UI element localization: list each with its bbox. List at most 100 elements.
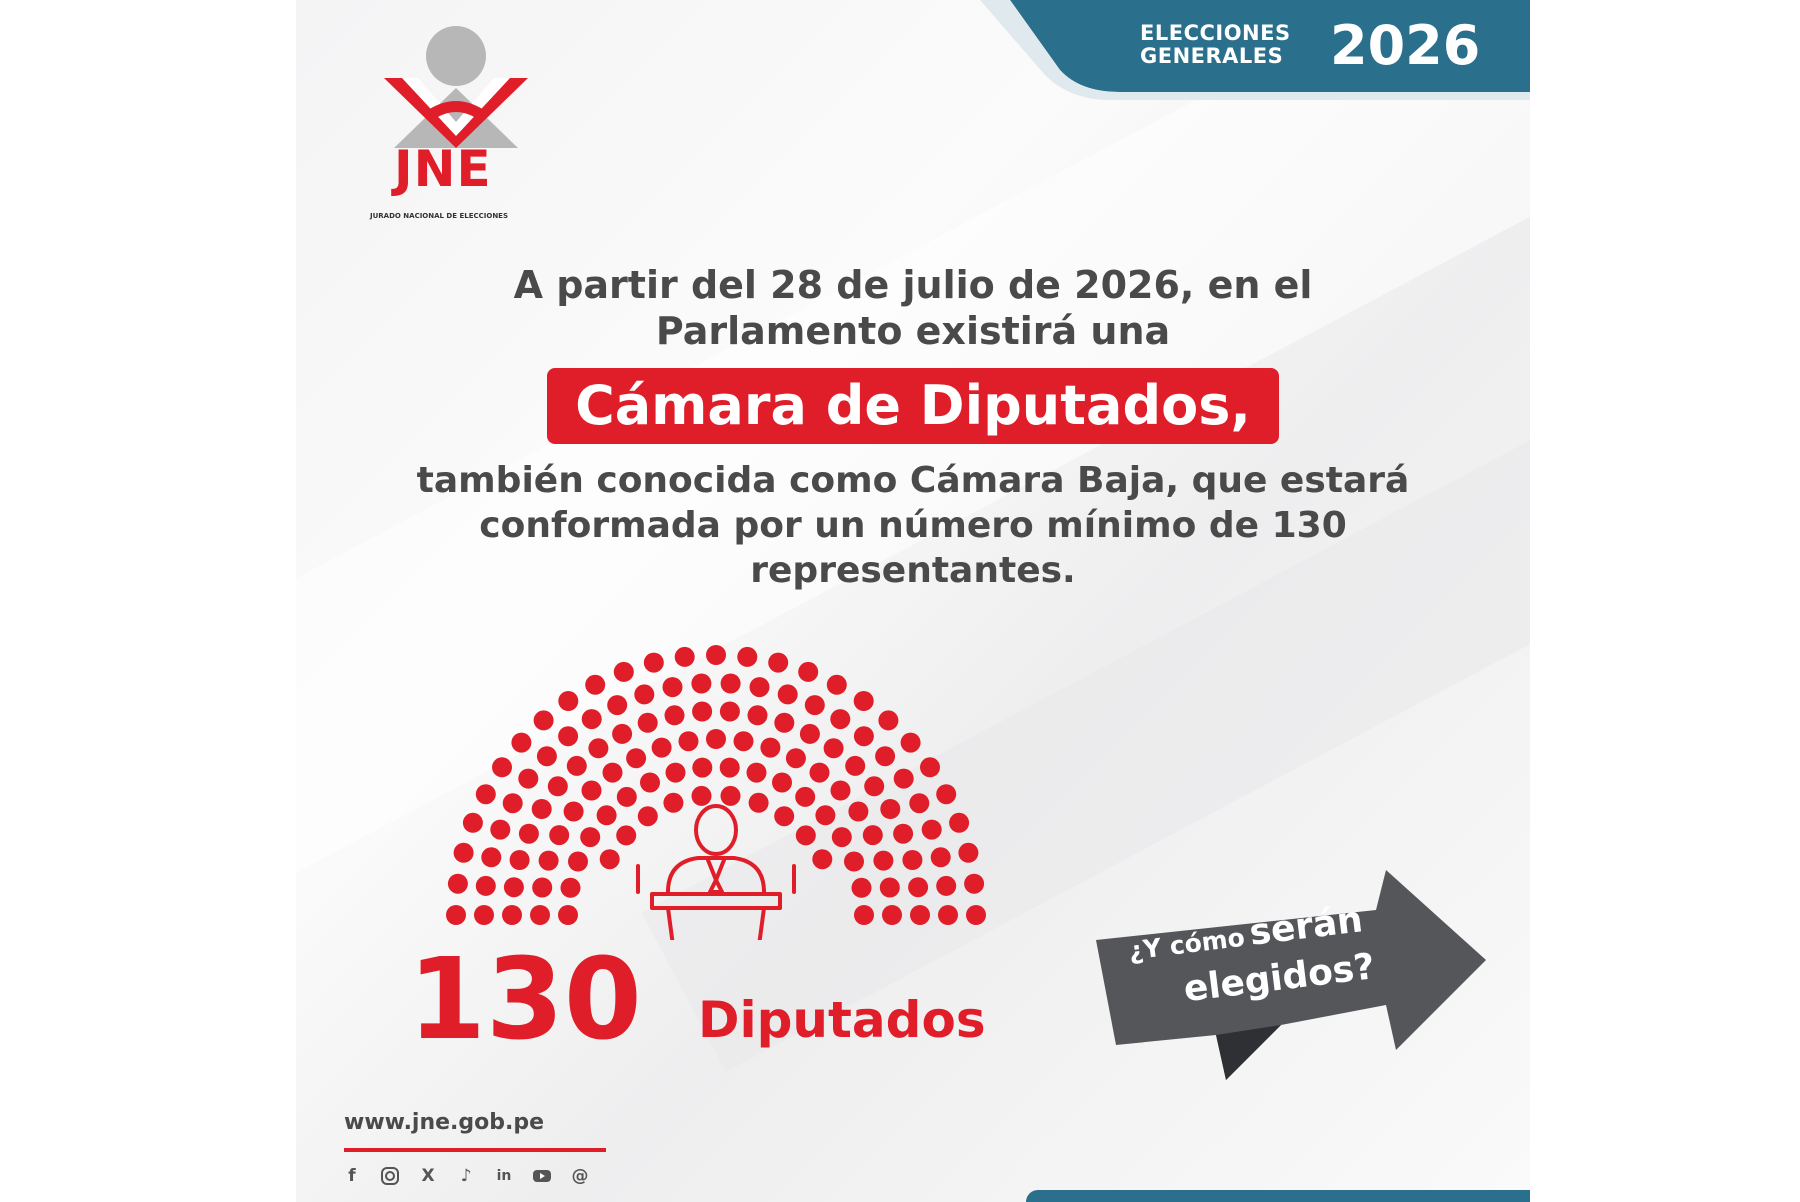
seat-dot — [492, 757, 512, 778]
seat-dot — [706, 645, 726, 665]
seat-dot — [785, 748, 806, 769]
seat-dot — [910, 905, 930, 925]
seat-dot — [453, 842, 474, 863]
seat-dot — [475, 875, 496, 896]
seat-dot — [878, 710, 899, 731]
seat-dot — [879, 877, 900, 898]
seat-dot — [613, 661, 634, 682]
x-icon[interactable]: X — [421, 1166, 435, 1186]
seat-dot — [831, 827, 852, 848]
seat-dot — [662, 677, 683, 698]
seat-dot — [503, 877, 524, 898]
seat-dot — [568, 851, 588, 872]
seat-dot — [626, 748, 647, 769]
social-icons: f X ♪ in @ — [340, 1163, 592, 1189]
next-arrow-button[interactable] — [1086, 870, 1486, 1080]
seat-dot — [880, 799, 901, 819]
highlight-title: Cámara de Diputados, — [547, 368, 1279, 444]
seat-dot — [774, 712, 795, 733]
intro-text: A partir del 28 de julio de 2026, en el … — [296, 262, 1530, 354]
seat-dots — [446, 645, 986, 925]
seat-dot — [848, 801, 869, 822]
podium-speaker-icon — [636, 804, 796, 940]
seat-dot — [651, 737, 672, 758]
seat-dot — [549, 825, 570, 846]
tiktok-icon[interactable]: ♪ — [460, 1166, 472, 1186]
seat-dot — [851, 877, 872, 898]
seat-dot — [447, 873, 468, 894]
seat-dot — [566, 755, 587, 776]
seat-dot — [558, 726, 579, 747]
seat-dot — [692, 757, 713, 778]
seat-dot — [844, 851, 864, 872]
seat-dot — [795, 825, 816, 846]
seat-dot — [596, 805, 617, 826]
seat-dot — [826, 674, 847, 695]
seat-dot — [502, 905, 522, 925]
hemicycle-seats-graphic — [446, 645, 986, 940]
seat-dot — [602, 762, 623, 783]
seat-dot — [536, 746, 557, 767]
cta-part-1: ¿Y cómo — [1127, 922, 1247, 966]
bottom-accent-bar — [1026, 1190, 1530, 1202]
seat-dot — [643, 652, 664, 673]
seat-dot — [563, 801, 584, 822]
threads-icon[interactable]: @ — [571, 1166, 589, 1186]
seat-dot — [585, 674, 606, 695]
seat-dot — [795, 786, 816, 807]
seat-dot — [663, 792, 684, 813]
seat-dot — [920, 757, 940, 778]
seat-dot — [862, 825, 883, 846]
highlight-wrap: Cámara de Diputados, — [296, 368, 1530, 444]
banner-line-2: GENERALES — [1140, 44, 1284, 68]
seat-dot — [678, 731, 699, 752]
seat-dot — [964, 873, 985, 894]
facebook-icon[interactable]: f — [348, 1166, 356, 1186]
seat-dot — [873, 850, 894, 871]
website-link[interactable]: www.jne.gob.pe — [344, 1110, 545, 1135]
seat-dot — [665, 762, 686, 783]
seat-dot — [538, 850, 559, 871]
seat-dot — [936, 875, 957, 896]
seat-dot — [692, 701, 713, 722]
seat-dot — [475, 784, 496, 805]
seat-dot — [938, 905, 958, 925]
seat-dot — [798, 661, 819, 682]
description-line-1: también conocida como Cámara Baja, que e… — [416, 460, 1410, 501]
youtube-icon[interactable] — [530, 1163, 554, 1189]
seat-dot — [966, 905, 986, 925]
seat-dot — [815, 805, 836, 826]
seat-dot — [581, 780, 602, 801]
seat-dot — [547, 776, 568, 797]
seat-dot — [706, 729, 726, 749]
seat-dot — [511, 732, 532, 753]
seat-dot — [518, 768, 539, 789]
seat-dot — [558, 905, 578, 925]
seat-dot — [640, 772, 660, 793]
seat-dot — [560, 877, 581, 898]
intro-line-2: Parlamento existirá una — [655, 309, 1171, 353]
seat-dot — [691, 785, 712, 806]
seat-dot — [804, 695, 825, 716]
elections-banner: ELECCIONES GENERALES 2026 — [970, 0, 1530, 100]
logo-subtitle: JURADO NACIONAL DE ELECCIONES — [370, 212, 509, 220]
seat-dot — [823, 738, 844, 759]
seat-dot — [893, 823, 914, 844]
seat-count-label: Diputados — [698, 991, 986, 1049]
seat-dot — [936, 784, 957, 805]
linkedin-icon[interactable]: in — [496, 1168, 512, 1184]
seat-dot — [502, 793, 523, 814]
seat-dot — [921, 819, 942, 840]
seat-dot — [908, 877, 929, 898]
seat-dot — [637, 806, 658, 827]
seat-dot — [809, 762, 830, 783]
seat-dot — [958, 842, 979, 863]
jne-logo: JNE JURADO NACIONAL DE ELECCIONES — [356, 18, 546, 220]
seat-dot — [777, 684, 798, 705]
instagram-icon[interactable] — [378, 1163, 402, 1189]
seat-dot — [533, 710, 554, 731]
seat-dot — [462, 812, 483, 833]
seat-dot — [747, 705, 768, 726]
seat-dot — [830, 709, 851, 730]
seat-dot — [746, 762, 767, 783]
